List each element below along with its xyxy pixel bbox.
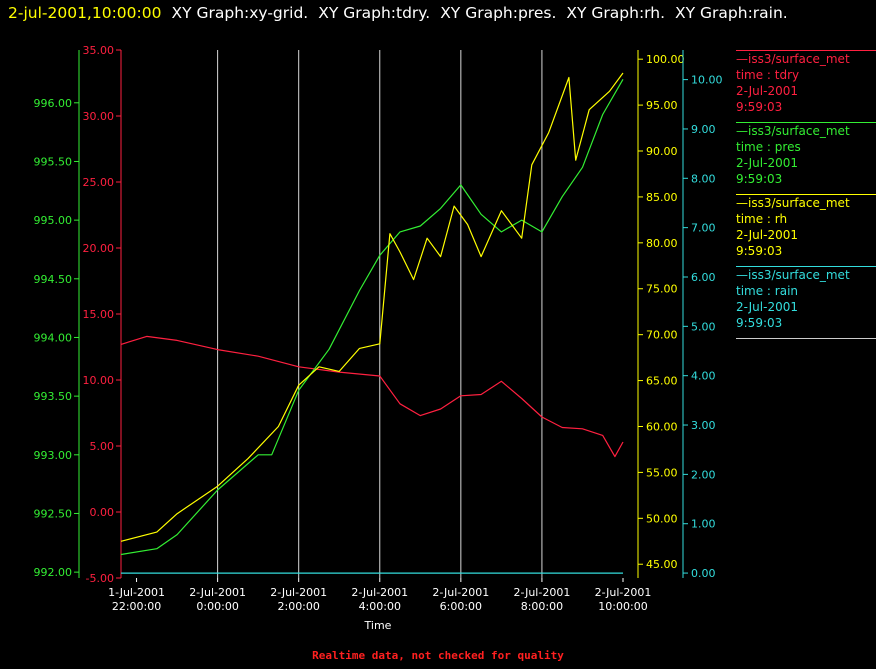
tdry-tick-label: 0.00 <box>90 506 115 519</box>
rain-tick-label: 1.00 <box>691 518 716 531</box>
x-axis-label: Time <box>364 619 392 632</box>
rh-tick-label: 70.00 <box>646 329 678 342</box>
pres-tick-label: 995.50 <box>34 155 73 168</box>
x-tick-label-date: 2-Jul-2001 <box>270 586 327 599</box>
graph-title-rain: XY Graph:rain. <box>675 4 788 22</box>
legend-date: 2-Jul-2001 <box>736 300 798 314</box>
x-tick-label-date: 2-Jul-2001 <box>432 586 489 599</box>
rh-tick-label: 55.00 <box>646 466 678 479</box>
series-line-tdry <box>120 335 624 458</box>
rh-tick-label: 50.00 <box>646 512 678 525</box>
quality-footnote: Realtime data, not checked for quality <box>312 649 564 662</box>
series-line-rh <box>120 72 624 542</box>
rh-tick-label: 60.00 <box>646 420 678 433</box>
rh-tick-label: 95.00 <box>646 99 678 112</box>
legend-source: iss3/surface_met <box>748 124 850 138</box>
rain-tick-label: 2.00 <box>691 468 716 481</box>
x-tick-label-time: 2:00:00 <box>277 600 319 613</box>
x-tick-label-time: 10:00:00 <box>598 600 647 613</box>
legend-time: 9:59:03 <box>736 172 783 186</box>
x-tick-label-date: 1-Jul-2001 <box>108 586 165 599</box>
rh-tick-label: 45.00 <box>646 558 678 571</box>
legend-variable: time : rh <box>736 212 788 226</box>
legend-source: iss3/surface_met <box>748 52 850 66</box>
tdry-tick-label: 20.00 <box>83 242 115 255</box>
x-tick-label-time: 4:00:00 <box>359 600 401 613</box>
rh-tick-label: 100.00 <box>646 53 685 66</box>
legend-rh: —iss3/surface_met time : rh 2-Jul-2001 9… <box>736 194 876 259</box>
pres-tick-label: 995.00 <box>34 214 73 227</box>
pres-tick-label: 994.00 <box>34 331 73 344</box>
pres-tick-label: 996.00 <box>34 97 73 110</box>
pres-tick-label: 992.00 <box>34 566 73 579</box>
pres-tick-label: 993.50 <box>34 390 73 403</box>
rain-tick-label: 10.00 <box>691 74 723 87</box>
legend-variable: time : pres <box>736 140 801 154</box>
graph-title-xy-grid: XY Graph:xy-grid. <box>171 4 309 22</box>
legend-date: 2-Jul-2001 <box>736 84 798 98</box>
rain-tick-label: 6.00 <box>691 271 716 284</box>
tdry-tick-label: 30.00 <box>83 110 115 123</box>
legend-variable: time : tdry <box>736 68 800 82</box>
pres-tick-label: 993.00 <box>34 449 73 462</box>
header-timestamp: 2-jul-2001,10:00:00 <box>8 4 162 22</box>
x-tick-label-time: 6:00:00 <box>440 600 482 613</box>
x-tick-label-time: 8:00:00 <box>521 600 563 613</box>
legend-bottom-rule <box>736 338 876 339</box>
tdry-tick-label: 35.00 <box>83 44 115 57</box>
graph-title-pres: XY Graph:pres. <box>440 4 557 22</box>
graph-title-tdry: XY Graph:tdry. <box>318 4 431 22</box>
legend-date: 2-Jul-2001 <box>736 228 798 242</box>
legend-time: 9:59:03 <box>736 316 783 330</box>
legend-rain: —iss3/surface_met time : rain 2-Jul-2001… <box>736 266 876 331</box>
rain-tick-label: 7.00 <box>691 222 716 235</box>
x-tick-label-date: 2-Jul-2001 <box>514 586 571 599</box>
tdry-tick-label: 10.00 <box>83 374 115 387</box>
rain-tick-label: 9.00 <box>691 123 716 136</box>
pres-tick-label: 992.50 <box>34 507 73 520</box>
tdry-tick-label: 5.00 <box>90 440 115 453</box>
legend-variable: time : rain <box>736 284 799 298</box>
rh-tick-label: 90.00 <box>646 145 678 158</box>
x-tick-label-date: 2-Jul-2001 <box>595 586 652 599</box>
pres-tick-label: 994.50 <box>34 273 73 286</box>
rain-tick-label: 3.00 <box>691 419 716 432</box>
legend-time: 9:59:03 <box>736 100 783 114</box>
legend-source: iss3/surface_met <box>748 268 850 282</box>
rh-tick-label: 65.00 <box>646 375 678 388</box>
tdry-tick-label: 25.00 <box>83 176 115 189</box>
rain-tick-label: 5.00 <box>691 320 716 333</box>
legend-time: 9:59:03 <box>736 244 783 258</box>
x-tick-label-time: 0:00:00 <box>196 600 238 613</box>
rain-tick-label: 0.00 <box>691 567 716 580</box>
legend-tdry: —iss3/surface_met time : tdry 2-Jul-2001… <box>736 50 876 115</box>
legend-source: iss3/surface_met <box>748 196 850 210</box>
graph-title-rh: XY Graph:rh. <box>566 4 666 22</box>
legend-date: 2-Jul-2001 <box>736 156 798 170</box>
x-tick-label-date: 2-Jul-2001 <box>189 586 246 599</box>
rh-tick-label: 85.00 <box>646 191 678 204</box>
tdry-tick-label: -5.00 <box>86 572 114 585</box>
header: 2-jul-2001,10:00:00 XY Graph:xy-grid. XY G… <box>8 4 788 22</box>
rh-tick-label: 80.00 <box>646 237 678 250</box>
series-line-pres <box>120 79 624 556</box>
rain-tick-label: 8.00 <box>691 172 716 185</box>
x-tick-label-time: 22:00:00 <box>112 600 161 613</box>
x-tick-label-date: 2-Jul-2001 <box>351 586 408 599</box>
tdry-tick-label: 15.00 <box>83 308 115 321</box>
rain-tick-label: 4.00 <box>691 370 716 383</box>
rh-tick-label: 75.00 <box>646 283 678 296</box>
legend-pres: —iss3/surface_met time : pres 2-Jul-2001… <box>736 122 876 187</box>
